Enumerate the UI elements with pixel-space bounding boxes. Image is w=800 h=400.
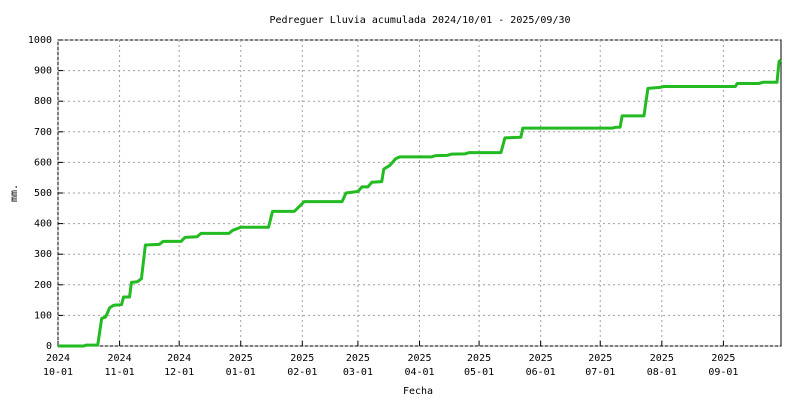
x-tick-label: 2025 (229, 353, 253, 364)
y-tick-label: 400 (34, 219, 52, 230)
x-tick-label: 06-01 (526, 367, 556, 378)
x-tick-label: 2025 (529, 353, 553, 364)
y-tick-label: 200 (34, 280, 52, 291)
x-tick-label: 2025 (467, 353, 491, 364)
y-tick-label: 800 (34, 96, 52, 107)
x-tick-label: 2024 (167, 353, 191, 364)
x-tick-label: 2025 (588, 353, 612, 364)
y-tick-label: 600 (34, 157, 52, 168)
x-tick-label: 2025 (290, 353, 314, 364)
data-line (58, 58, 782, 348)
y-axis-label: mm. (9, 184, 20, 202)
y-tick-label: 700 (34, 127, 52, 138)
x-tick-label: 2025 (650, 353, 674, 364)
x-tick-label: 2025 (711, 353, 735, 364)
y-tick-label: 500 (34, 188, 52, 199)
x-tick-label: 01-01 (226, 367, 256, 378)
x-tick-label: 05-01 (464, 367, 494, 378)
x-tick-label: 2025 (407, 353, 431, 364)
x-tick-label: 08-01 (647, 367, 677, 378)
x-tick-label: 04-01 (404, 367, 434, 378)
x-tick-label: 09-01 (708, 367, 738, 378)
x-tick-label: 10-01 (43, 367, 73, 378)
x-tick-label: 2024 (46, 353, 70, 364)
chart-title: Pedreguer Lluvia acumulada 2024/10/01 - … (269, 15, 570, 26)
x-tick-label: 03-01 (343, 367, 373, 378)
x-tick-label: 02-01 (287, 367, 317, 378)
x-tick-label: 11-01 (105, 367, 135, 378)
x-tick-label: 12-01 (164, 367, 194, 378)
y-tick-label: 300 (34, 249, 52, 260)
y-tick-label: 1000 (28, 35, 52, 46)
x-tick-label: 2025 (346, 353, 370, 364)
y-tick-label: 100 (34, 310, 52, 321)
y-tick-label: 0 (46, 341, 52, 352)
y-tick-label: 900 (34, 66, 52, 77)
x-tick-label: 2024 (108, 353, 132, 364)
x-tick-label: 07-01 (585, 367, 615, 378)
x-axis-label: Fecha (403, 386, 433, 397)
